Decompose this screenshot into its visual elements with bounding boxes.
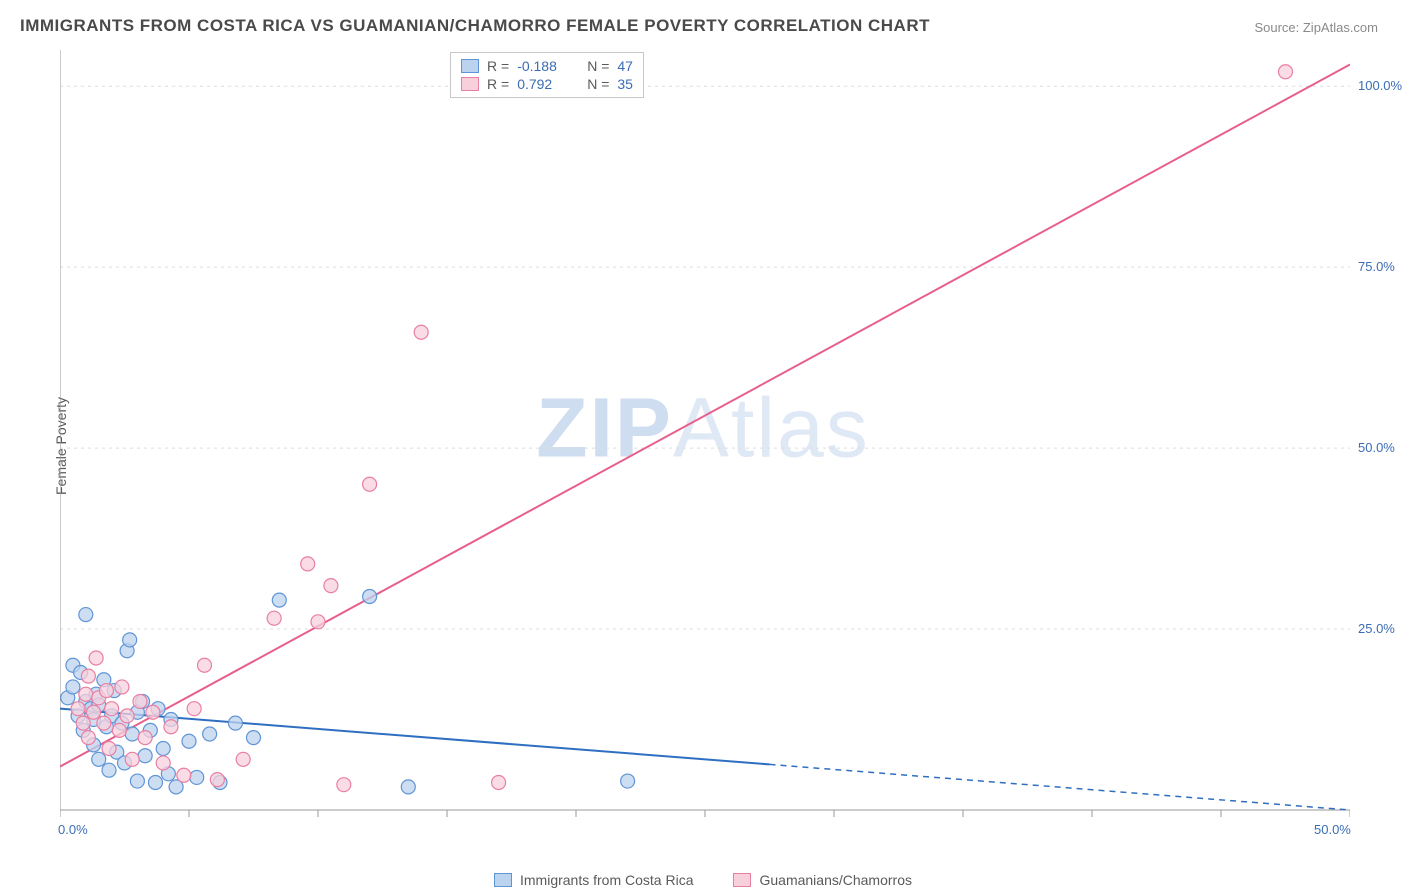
y-tick-label: 50.0% xyxy=(1358,440,1395,455)
source-label: Source: xyxy=(1254,20,1302,35)
y-tick-label: 75.0% xyxy=(1358,259,1395,274)
legend-swatch xyxy=(461,77,479,91)
y-tick-label: 25.0% xyxy=(1358,621,1395,636)
source-value: ZipAtlas.com xyxy=(1303,20,1378,35)
x-tick-label: 50.0% xyxy=(1314,822,1351,837)
data-points xyxy=(61,65,1293,794)
chart-title: IMMIGRANTS FROM COSTA RICA VS GUAMANIAN/… xyxy=(20,16,930,36)
axes xyxy=(60,50,1350,817)
series-legend-item: Guamanians/Chamorros xyxy=(733,872,912,888)
correlation-legend: R = -0.188 N = 47 R = 0.792 N = 35 xyxy=(450,52,644,98)
trend-lines xyxy=(60,64,1350,810)
series-legend-item: Immigrants from Costa Rica xyxy=(494,872,693,888)
source-attribution: Source: ZipAtlas.com xyxy=(1254,20,1378,35)
scatter-chart xyxy=(60,50,1350,840)
legend-row: R = 0.792 N = 35 xyxy=(461,75,633,93)
series-legend: Immigrants from Costa Rica Guamanians/Cha… xyxy=(0,872,1406,888)
legend-swatch xyxy=(494,873,512,887)
series-label: Guamanians/Chamorros xyxy=(759,872,912,888)
x-tick-label: 0.0% xyxy=(58,822,88,837)
n-value: 35 xyxy=(617,76,633,92)
r-value: -0.188 xyxy=(517,58,573,74)
y-tick-label: 100.0% xyxy=(1358,78,1402,93)
n-label: N = xyxy=(587,58,609,74)
n-label: N = xyxy=(587,76,609,92)
gridlines xyxy=(60,86,1350,629)
legend-row: R = -0.188 N = 47 xyxy=(461,57,633,75)
r-value: 0.792 xyxy=(517,76,573,92)
legend-swatch xyxy=(733,873,751,887)
r-label: R = xyxy=(487,58,509,74)
n-value: 47 xyxy=(617,58,633,74)
series-label: Immigrants from Costa Rica xyxy=(520,872,693,888)
r-label: R = xyxy=(487,76,509,92)
legend-swatch xyxy=(461,59,479,73)
